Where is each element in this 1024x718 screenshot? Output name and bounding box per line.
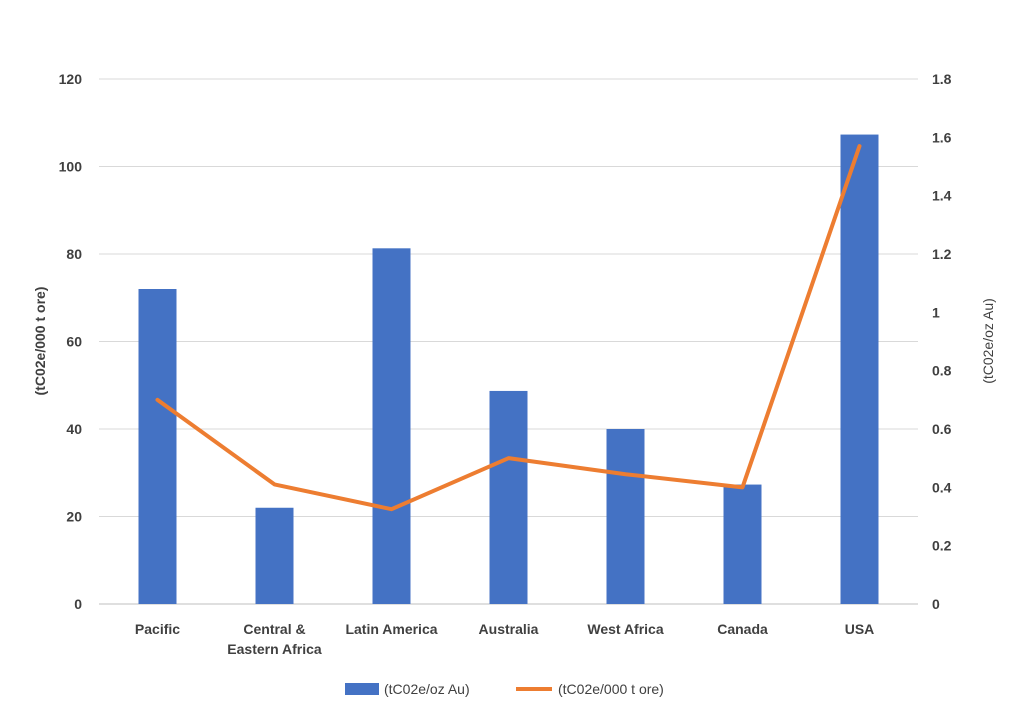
- legend-label-line: (tC02e/000 t ore): [558, 681, 664, 697]
- line-series: [155, 144, 862, 512]
- x-tick-label: Australia: [479, 621, 539, 637]
- right-tick-label: 0.6: [932, 421, 952, 437]
- right-tick-label: 1: [932, 304, 940, 320]
- legend-label-bar: (tC02e/oz Au): [384, 681, 470, 697]
- left-tick-label: 40: [66, 421, 82, 437]
- right-tick-label: 1.4: [932, 188, 952, 204]
- x-tick-label: West Africa: [587, 621, 663, 637]
- legend-swatch-bar: [345, 683, 379, 695]
- x-tick-label: Canada: [717, 621, 768, 637]
- x-tick-label-line: Latin America: [345, 621, 437, 637]
- left-tick-label: 120: [59, 71, 83, 87]
- x-tick-label-line: Eastern Africa: [227, 641, 322, 657]
- bar: [255, 507, 294, 604]
- x-tick-label: USA: [845, 621, 875, 637]
- x-tick-label: Pacific: [135, 621, 180, 637]
- bar: [840, 134, 879, 604]
- right-tick-label: 1.6: [932, 129, 952, 145]
- x-tick-label-line: West Africa: [587, 621, 663, 637]
- bar: [489, 390, 528, 604]
- right-tick-label: 1.8: [932, 71, 952, 87]
- x-tick-label: Latin America: [345, 621, 437, 637]
- x-tick-label: Central & Eastern Africa: [227, 621, 322, 657]
- left-tick-label: 0: [74, 596, 82, 612]
- x-tick-label-line: Canada: [717, 621, 768, 637]
- right-axis-title: (tC02e/oz Au): [980, 298, 996, 384]
- right-tick-label: 0.2: [932, 538, 952, 554]
- x-tick-label-line: USA: [845, 621, 875, 637]
- x-tick-label-line: Central &: [243, 621, 305, 637]
- bar: [372, 248, 411, 604]
- right-tick-label: 0.4: [932, 479, 952, 495]
- right-tick-label: 1.2: [932, 246, 952, 262]
- left-axis-ticks: 0 20 40 60 80 100 120: [59, 71, 83, 612]
- left-tick-label: 100: [59, 159, 83, 175]
- legend: (tC02e/oz Au) (tC02e/000 t ore): [345, 681, 664, 697]
- right-tick-label: 0.8: [932, 363, 952, 379]
- left-tick-label: 20: [66, 509, 82, 525]
- x-axis-ticks: Pacific Central & Eastern Africa Latin Amer…: [135, 621, 874, 657]
- series-line: [155, 144, 862, 512]
- left-tick-label: 80: [66, 246, 82, 262]
- bar: [138, 289, 177, 604]
- left-axis-title: (tC02e/000 t ore): [32, 287, 48, 396]
- right-tick-label: 0: [932, 596, 940, 612]
- right-axis-ticks: 0 0.2 0.4 0.6 0.8 1 1.2 1.4 1.6 1.8: [932, 71, 952, 612]
- x-tick-label-line: Pacific: [135, 621, 180, 637]
- bar: [606, 429, 645, 604]
- left-tick-label: 60: [66, 334, 82, 350]
- bar-series: [138, 134, 879, 604]
- bar: [723, 484, 762, 604]
- x-tick-label-line: Australia: [479, 621, 539, 637]
